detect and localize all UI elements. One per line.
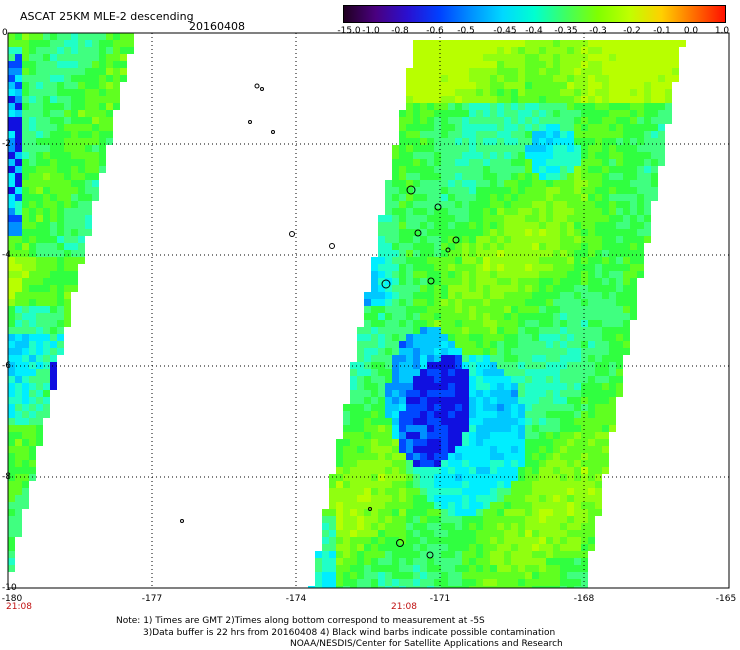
x-tick-label: -165 xyxy=(715,594,737,604)
x-tick-label: -168 xyxy=(573,594,595,604)
y-tick-label: -2 xyxy=(2,139,11,149)
island-outline xyxy=(248,120,252,124)
colorbar-label: -0.35 xyxy=(554,26,578,36)
y-tick-label: -8 xyxy=(2,472,11,482)
note-line-1: Note: 1) Times are GMT 2)Times along bot… xyxy=(116,616,485,626)
colorbar-label: -0.4 xyxy=(525,26,543,36)
gridlines xyxy=(8,33,729,588)
colorbar-label: -0.6 xyxy=(426,26,444,36)
colorbar-label: -0.8 xyxy=(391,26,409,36)
island-outlines xyxy=(180,83,460,559)
island-outline xyxy=(381,279,391,289)
colorbar-label: -0.2 xyxy=(623,26,641,36)
colorbar-label: -1.0 xyxy=(362,26,380,36)
island-outline xyxy=(452,236,460,244)
island-outline xyxy=(180,519,184,523)
x-tick-label: -174 xyxy=(285,594,307,604)
plot-frame xyxy=(7,32,730,589)
colorbar xyxy=(343,5,726,23)
island-outline xyxy=(414,229,422,237)
time-label-center: 21:08 xyxy=(391,602,417,612)
y-tick-label: -6 xyxy=(2,361,11,371)
island-outline xyxy=(260,87,264,91)
note-line-3: NOAA/NESDIS/Center for Satellite Applica… xyxy=(290,639,563,649)
colorbar-label: -15.0 xyxy=(337,26,361,36)
island-outline xyxy=(445,247,451,253)
island-outline xyxy=(434,203,442,211)
chart-title: ASCAT 25KM MLE-2 descending xyxy=(20,10,194,23)
island-outline xyxy=(289,231,295,237)
note-line-2: 3)Data buffer is 22 hrs from 20160408 4)… xyxy=(143,628,556,638)
island-outline xyxy=(368,507,372,511)
island-outline xyxy=(396,539,404,547)
colorbar-label: -0.1 xyxy=(653,26,671,36)
island-outline xyxy=(426,551,434,559)
colorbar-label: -0.5 xyxy=(457,26,475,36)
colorbar-label: 1.0 xyxy=(714,26,730,36)
y-tick-label: -10 xyxy=(2,583,17,593)
y-tick-label: 0 xyxy=(2,28,8,38)
island-outline xyxy=(427,277,435,285)
chart-date: 20160408 xyxy=(189,20,245,33)
time-label-left: 21:08 xyxy=(6,602,32,612)
island-outline xyxy=(329,243,335,249)
island-outline xyxy=(406,185,416,195)
island-outline xyxy=(271,130,275,134)
swath-layer xyxy=(8,33,686,588)
colorbar-label: 0.0 xyxy=(683,26,699,36)
x-tick-label: -177 xyxy=(141,594,163,604)
colorbar-label: -0.3 xyxy=(589,26,607,36)
x-tick-label: -171 xyxy=(429,594,451,604)
y-tick-label: -4 xyxy=(2,250,11,260)
colorbar-label: -0.45 xyxy=(493,26,517,36)
island-outline xyxy=(254,83,260,89)
x-tick-label: -180 xyxy=(1,594,23,604)
